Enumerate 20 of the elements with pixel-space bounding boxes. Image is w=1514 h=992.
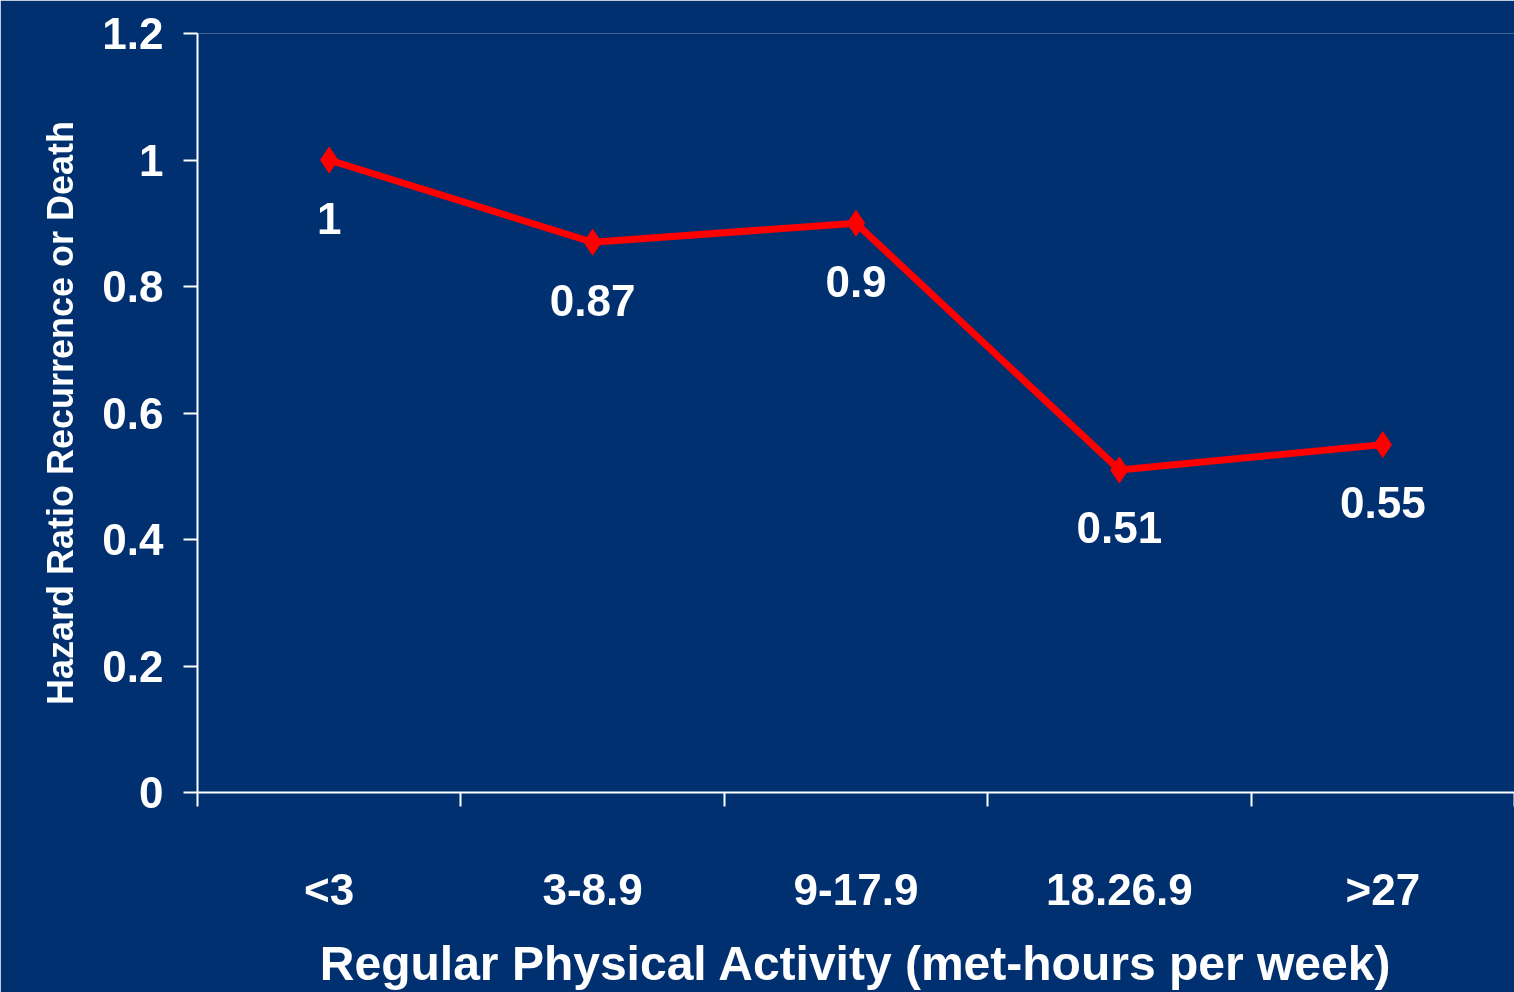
y-tick-label: 0.2 [102,641,164,691]
y-axis-title: Hazard Ratio Recurrence or Death [40,120,82,706]
y-tick-label: 0.4 [102,515,165,564]
data-label: 0.87 [549,275,636,325]
y-tick-label: 0.8 [102,262,164,311]
point [846,209,866,237]
x-axis-title: Regular Physical Activity (met-hours per week) [319,936,1391,990]
y-tick-label: 0.6 [102,388,164,438]
x-tick-label: <3 [304,864,355,914]
data-label: 1 [316,193,342,243]
data-label: 0.55 [1339,478,1426,528]
x-tick-label: >27 [1345,864,1421,914]
x-tick-label: 9-17.9 [793,864,919,914]
x-tick-label: 3-8.9 [542,864,643,914]
x-tick-label: 18.26.9 [1046,864,1193,914]
data-label: 0.51 [1076,503,1163,553]
y-tick-label: 1 [139,135,164,185]
y-tick-label: 0 [139,768,164,817]
data-label: 0.9 [825,256,887,306]
y-tick-label: 1.2 [102,9,164,58]
